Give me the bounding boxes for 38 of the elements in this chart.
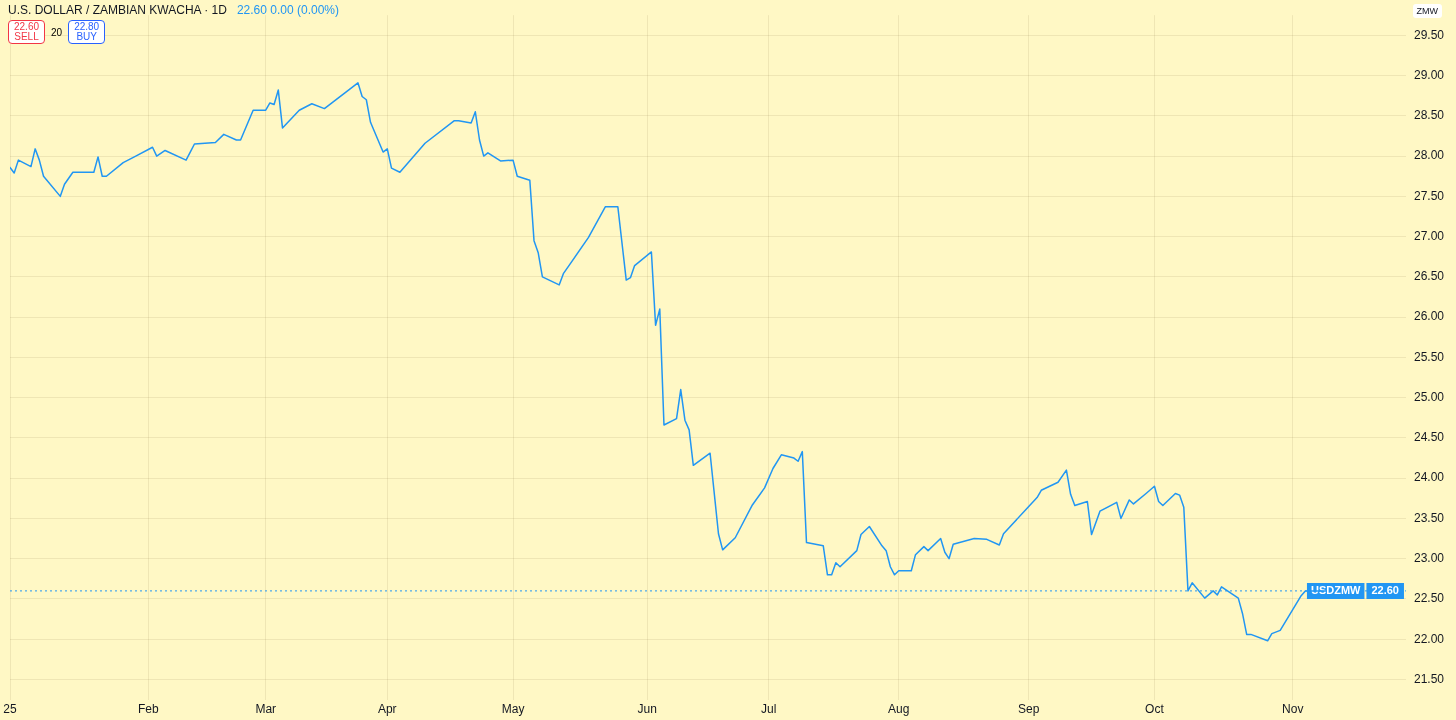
x-tick-label: 25: [3, 702, 17, 717]
annotation: 22.80: [74, 21, 100, 32]
text: 22.60: [14, 21, 40, 32]
y-tick-label: 27.00: [1413, 228, 1445, 243]
x-tick-label: Sep: [1018, 702, 1040, 717]
y-tick-label: 28.00: [1413, 148, 1445, 163]
x-tick-label: Nov: [1282, 702, 1304, 717]
annotation: BUY: [76, 31, 97, 42]
y-tick-label: 21.50: [1413, 671, 1445, 686]
y-tick-label: 22.50: [1413, 591, 1445, 606]
x-tick-label: Feb: [138, 702, 159, 717]
y-tick-label: 27.50: [1413, 188, 1445, 203]
y-tick-label: 24.00: [1413, 470, 1445, 485]
annotation: 20: [51, 26, 63, 38]
y-tick-label: 26.50: [1413, 269, 1445, 284]
y-tick-label: 29.50: [1413, 27, 1445, 42]
annotation: 22.60: [1371, 583, 1399, 596]
x-tick-label: May: [501, 702, 525, 717]
annotation: 22.60 0.00 (0.00%): [236, 3, 340, 17]
x-tick-label: Jul: [761, 702, 777, 717]
x-tick-label: Apr: [377, 702, 397, 717]
y-tick-label: 26.00: [1413, 309, 1445, 324]
y-tick-label: 24.50: [1413, 430, 1445, 445]
x-tick-label: Oct: [1145, 702, 1165, 717]
y-tick-label: 25.00: [1413, 389, 1445, 404]
x-tick-label: Aug: [888, 702, 910, 717]
y-tick-label: 29.00: [1413, 67, 1445, 82]
y-tick-label: 23.50: [1413, 510, 1445, 525]
y-tick-label: 28.50: [1413, 108, 1445, 123]
y-tick-label: 22.00: [1413, 631, 1445, 646]
text: ZMW: [1412, 4, 1442, 18]
x-tick-label: Jun: [637, 702, 657, 717]
ref-line-label: USDZMW: [1310, 583, 1362, 596]
chart-title: U.S. DOLLAR / ZAMBIAN KWACHA · 1D: [8, 3, 227, 17]
y-tick-label: 25.50: [1413, 349, 1445, 364]
y-tick-label: 23.00: [1413, 551, 1445, 566]
x-tick-label: Mar: [255, 702, 277, 717]
annotation: SELL: [14, 31, 39, 42]
